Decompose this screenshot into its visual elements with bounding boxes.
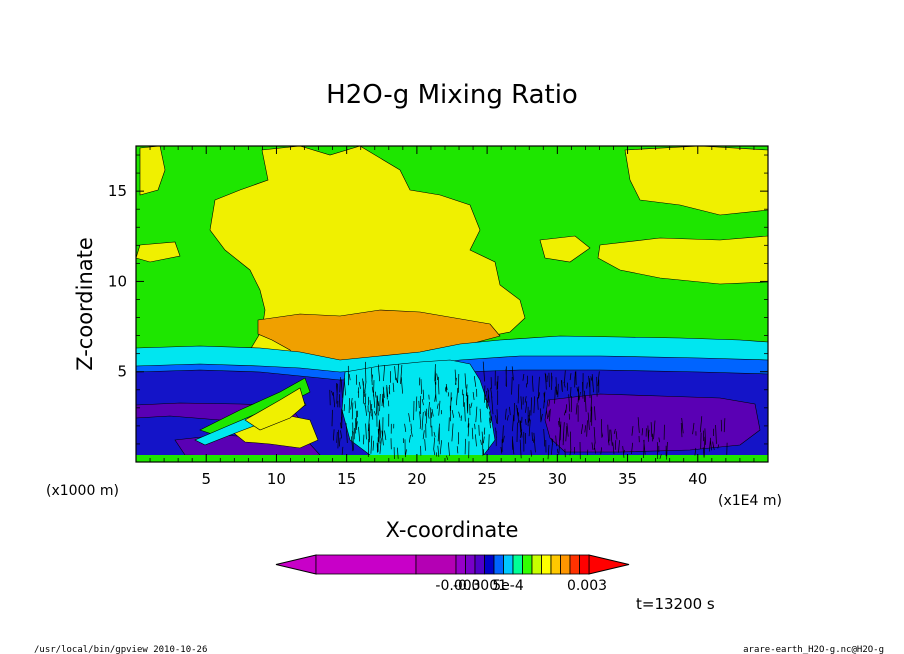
x-axis: 5 10 15 20 25 30 35 40 <box>149 146 755 488</box>
x-axis-label: X-coordinate <box>386 518 519 542</box>
colorbar-segment <box>579 554 590 575</box>
plot-frame <box>135 145 769 463</box>
y-tick-label: 10 <box>108 272 127 290</box>
colorbar-segment <box>415 554 457 575</box>
colorbar-segment <box>484 554 495 575</box>
colorbar-segment <box>465 554 476 575</box>
x-scale-label: (x1E4 m) <box>718 493 782 509</box>
y-axis: 5 10 15 <box>108 154 768 445</box>
colorbar-segment <box>541 554 552 575</box>
contour-band-surface <box>136 455 768 462</box>
x-tick-label: 15 <box>337 470 356 488</box>
y-tick-label: 5 <box>117 363 127 381</box>
chart-title: H2O-g Mixing Ratio <box>326 80 578 110</box>
colorbar-segment <box>522 554 533 575</box>
contour-band-yellow-topright <box>624 146 768 216</box>
colorbar-label: -0.0001 <box>453 578 507 594</box>
contour-band-yellow-left <box>136 241 181 263</box>
colorbar-label: -0.003 <box>435 578 480 594</box>
x-tick-label: 35 <box>618 470 637 488</box>
colorbar-arrow-left <box>275 554 317 575</box>
x-tick-label: 20 <box>407 470 426 488</box>
footer-left: /usr/local/bin/gpview 2010-10-26 <box>34 645 207 654</box>
colorbar-label: 0.003 <box>567 578 607 594</box>
x-tick-label: 25 <box>478 470 497 488</box>
colorbar-arrow-right <box>588 554 630 575</box>
time-label: t=13200 s <box>636 595 715 613</box>
colorbar-segment <box>550 554 561 575</box>
y-tick-label: 15 <box>108 182 127 200</box>
contour-band-yellow-mid <box>539 235 591 263</box>
colorbar-segment <box>474 554 485 575</box>
colorbar-segment <box>512 554 523 575</box>
colorbar-segment <box>569 554 580 575</box>
footer-right: arare-earth_H2O-g.nc@H2O-g <box>743 645 884 654</box>
contour-field <box>136 146 768 462</box>
x-tick-label: 30 <box>548 470 567 488</box>
colorbar-segment <box>560 554 571 575</box>
x-tick-label: 40 <box>688 470 707 488</box>
colorbar-segment <box>503 554 514 575</box>
turbulence-contours <box>329 361 728 461</box>
x-tick-label: 10 <box>267 470 286 488</box>
contour-band-purple-lower-right <box>544 393 761 453</box>
contour-band-cyan-inner <box>341 359 496 462</box>
colorbar-segment <box>531 554 542 575</box>
contour-band-yellow-right <box>597 235 768 285</box>
colorbar-segment <box>315 554 417 575</box>
x-tick-label: 5 <box>201 470 211 488</box>
colorbar-segment <box>455 554 466 575</box>
y-axis-label: Z-coordinate <box>73 237 97 371</box>
colorbar-label: 5e-4 <box>492 578 524 594</box>
turbulence-lines <box>329 361 728 461</box>
contour-band-inflow-yellow <box>244 387 306 431</box>
y-scale-label: (x1000 m) <box>46 483 119 499</box>
colorbar <box>275 554 630 575</box>
colorbar-segment <box>493 554 504 575</box>
